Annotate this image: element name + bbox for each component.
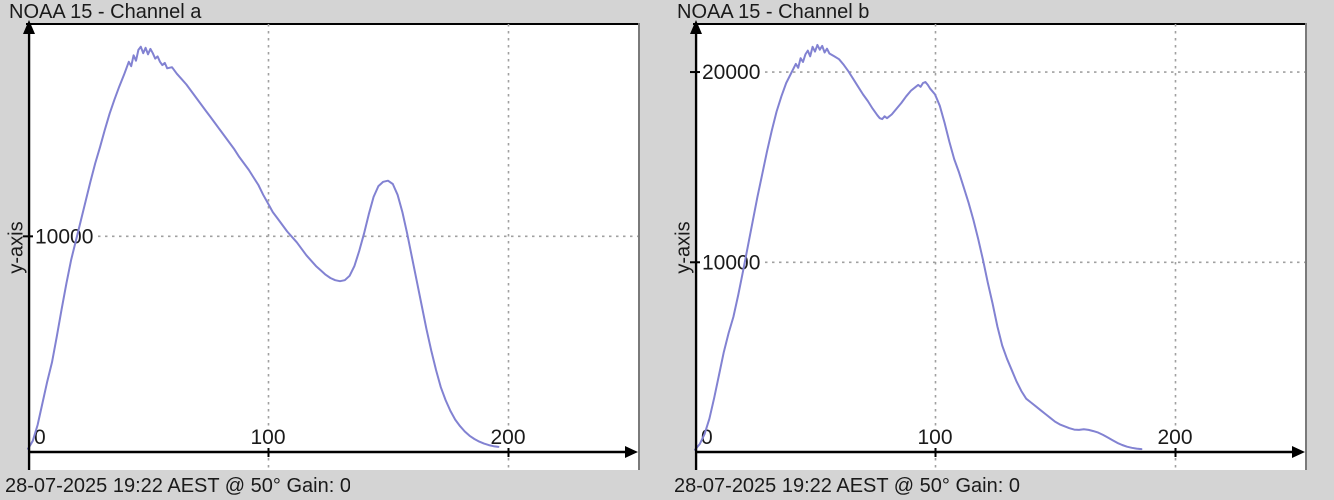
- y-axis-arrow-b: [690, 20, 702, 34]
- y-axis-arrow-a: [23, 20, 35, 34]
- y-tick-label-bg-b: [699, 59, 764, 84]
- x-axis-arrow-a: [625, 446, 638, 458]
- plot-area-a: [27, 23, 640, 470]
- x-tick-label-b: 100: [917, 426, 952, 449]
- x-tick-label-bg-a: [247, 426, 289, 448]
- y-axis-label-channel-b: y-axis: [672, 221, 695, 274]
- x-tick-label-b: 0: [701, 426, 713, 449]
- x-tick-label-b: 200: [1157, 426, 1192, 449]
- x-tick-label-bg-a: [487, 426, 529, 448]
- x-tick-label-a: 0: [34, 426, 46, 449]
- y-tick-label-bg-a: [32, 223, 97, 248]
- plot-area-b: [694, 23, 1307, 470]
- histogram-curve-b: [694, 43, 1143, 451]
- y-axis-label-channel-a: y-axis: [5, 221, 28, 274]
- y-tick-label-b: 10000: [702, 251, 760, 274]
- y-tick-label-a: 10000: [35, 225, 93, 248]
- caption-channel-a: 28-07-2025 19:22 AEST @ 50° Gain: 0;: [5, 475, 350, 497]
- caption-channel-b: 28-07-2025 19:22 AEST @ 50° Gain: 0;: [674, 475, 1021, 497]
- y-tick-label-b: 20000: [702, 61, 760, 84]
- chart-title-channel-a: NOAA 15 - Channel a: [9, 1, 202, 23]
- x-tick-label-bg-b: [914, 426, 956, 448]
- x-tick-label-a: 100: [250, 426, 285, 449]
- chart-title-channel-b: NOAA 15 - Channel b: [677, 1, 870, 23]
- x-tick-label-a: 200: [490, 426, 525, 449]
- x-tick-label-bg-b: [1154, 426, 1196, 448]
- x-axis-arrow-b: [1292, 446, 1305, 458]
- y-tick-label-bg-b: [699, 249, 764, 274]
- histogram-curve-a: [27, 45, 500, 450]
